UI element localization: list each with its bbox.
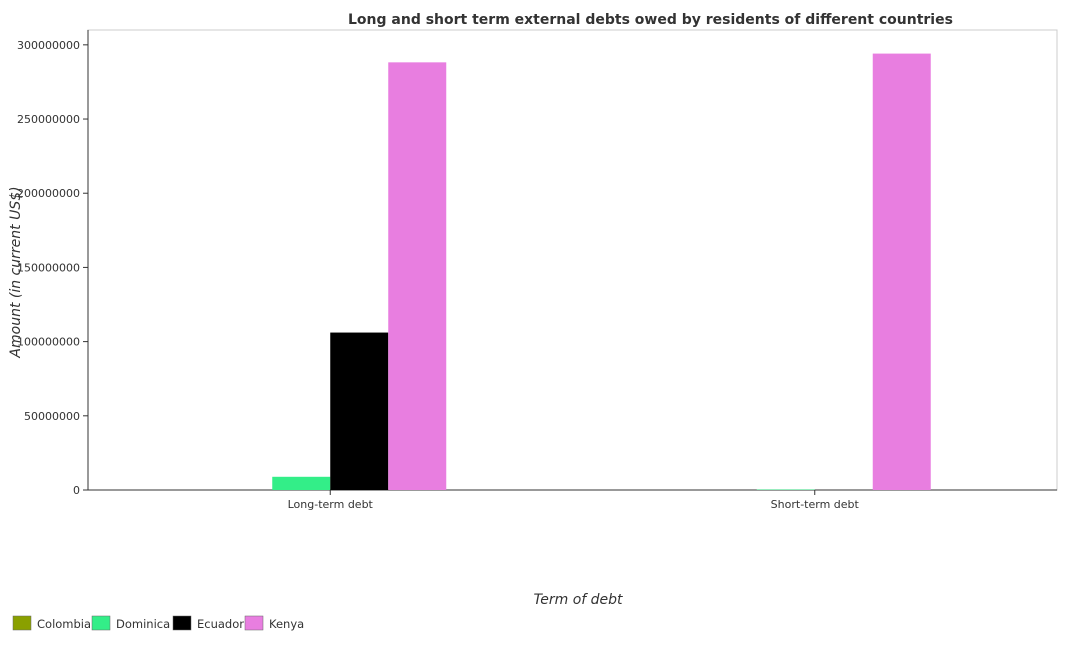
y-tick-label: 50000000: [24, 410, 80, 423]
legend-label-dominica: Dominica: [116, 617, 170, 631]
bar-kenya-1: [872, 53, 931, 491]
legend-swatch-dominica: [91, 615, 111, 631]
legend-swatch-kenya: [244, 615, 264, 631]
x-tick-label: Long-term debt: [288, 498, 374, 511]
y-tick-label: 200000000: [17, 187, 80, 200]
y-tick-label: 150000000: [17, 261, 80, 274]
legend-swatch-ecuador: [172, 615, 192, 631]
x-axis-label: Term of debt: [533, 592, 623, 608]
bar-ecuador-0: [330, 332, 389, 490]
chart-title: Long and short term external debts owed …: [348, 12, 953, 28]
x-tick-label: Short-term debt: [771, 498, 860, 511]
legend-swatch-colombia: [12, 615, 32, 631]
y-tick-label: 300000000: [17, 39, 80, 52]
y-tick-label: 250000000: [17, 113, 80, 126]
bar-dominica-0: [272, 476, 331, 490]
y-tick-label: 100000000: [17, 336, 80, 349]
y-axis-label: Amount (in current US$): [8, 186, 24, 358]
legend-label-colombia: Colombia: [37, 617, 91, 631]
bar-kenya-0: [388, 62, 447, 490]
y-tick-label: 0: [73, 484, 80, 497]
legend-label-ecuador: Ecuador: [197, 617, 244, 631]
legend: Colombia Dominica Ecuador Kenya: [12, 615, 304, 631]
legend-label-kenya: Kenya: [269, 617, 304, 631]
plot-area: 0 50000000 100000000 150000000 200000000 2500…: [17, 29, 1058, 511]
